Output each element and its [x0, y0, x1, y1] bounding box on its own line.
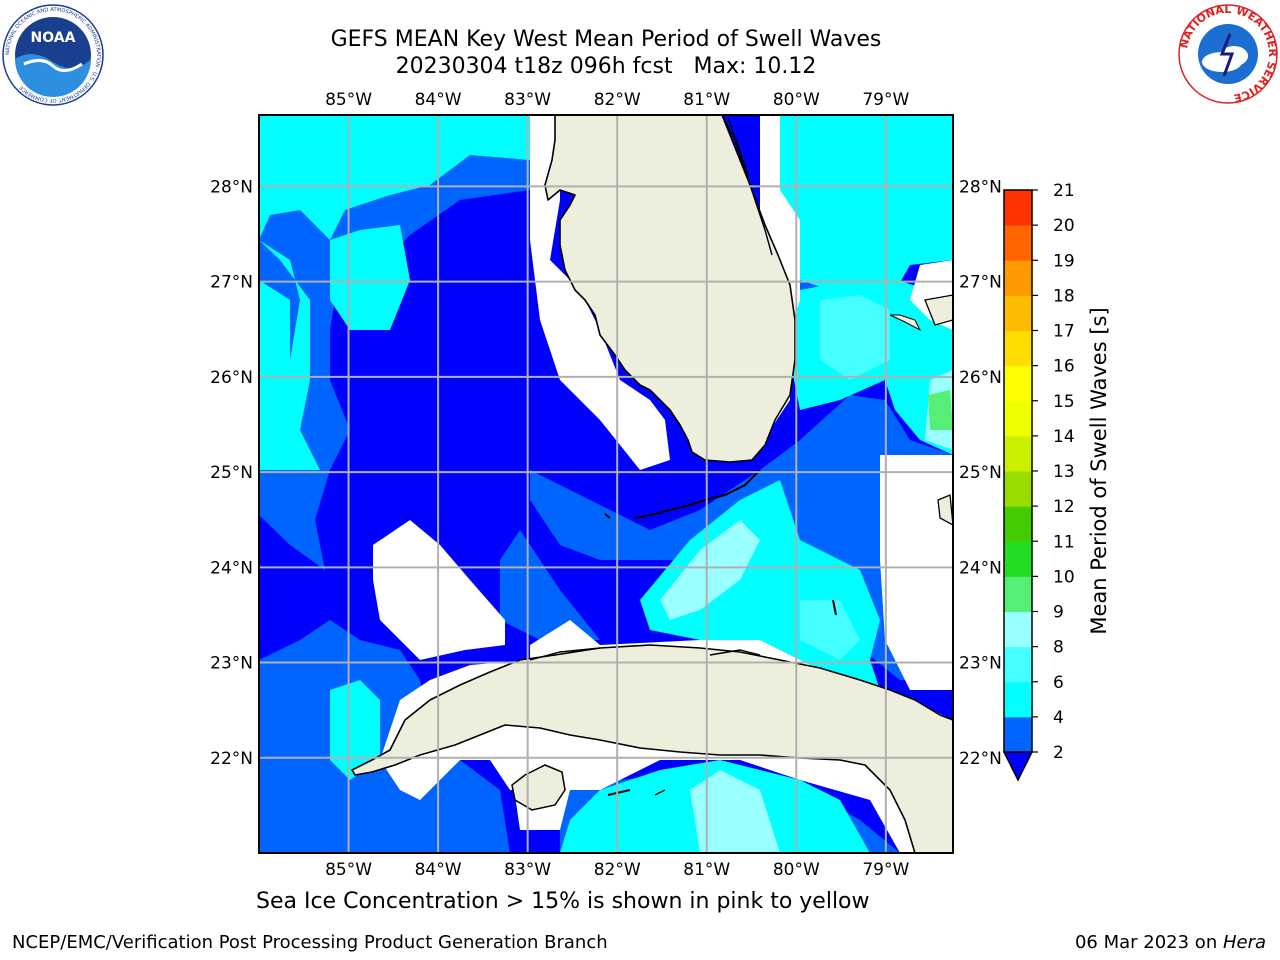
isla-de-la-juventud [511, 764, 566, 811]
colorbar-tick-label: 20 [1053, 216, 1075, 236]
latitude-label: 25°N [959, 463, 1002, 483]
colorbar-tick-label: 2 [1053, 743, 1064, 763]
colorbar-under-triangle [1002, 751, 1034, 782]
footer-date: 06 Mar 2023 on Hera [1075, 932, 1266, 953]
colorbar-tick-label: 19 [1053, 251, 1075, 271]
bahamas-land [924, 294, 953, 326]
longitude-label: 85°W [325, 90, 372, 110]
latitude-label: 28°N [959, 177, 1002, 197]
longitude-label: 81°W [683, 860, 730, 880]
longitude-label: 82°W [594, 860, 641, 880]
latitude-label: 28°N [210, 177, 253, 197]
longitude-label: 85°W [325, 860, 372, 880]
latitude-label: 24°N [959, 558, 1002, 578]
colorbar-tick-label: 15 [1053, 392, 1075, 412]
period-band-9 [928, 390, 953, 430]
colorbar-tick-label: 6 [1053, 673, 1064, 693]
colorbar-tick-label: 10 [1053, 567, 1075, 587]
colorbar-segment [1004, 576, 1032, 612]
colorbar-tick-label: 8 [1053, 638, 1064, 658]
longitude-label: 83°W [504, 90, 551, 110]
colorbar-segment [1004, 260, 1032, 296]
longitude-label: 82°W [594, 90, 641, 110]
colorbar-segment [1004, 716, 1032, 753]
florida-keys [634, 469, 761, 519]
latitude-label: 26°N [210, 368, 253, 388]
colorbar-segment [1004, 611, 1032, 648]
colorbar-tick-label: 13 [1053, 462, 1075, 482]
map-frame [258, 114, 954, 854]
longitude-label: 83°W [504, 860, 551, 880]
colorbar-tick-label: 18 [1053, 286, 1075, 306]
latitude-labels-right: 28°N 27°N 26°N 25°N 24°N 23°N 22°N [959, 177, 1002, 768]
footer-credit: NCEP/EMC/Verification Post Processing Pr… [12, 932, 608, 953]
colorbar-segment [1004, 681, 1032, 718]
colorbar-segment [1004, 330, 1032, 367]
colorbar-segment [1004, 295, 1032, 331]
footer-date-text: 06 Mar 2023 on [1074, 932, 1223, 953]
colorbar-segment [1004, 365, 1032, 402]
map-plot-area [259, 115, 953, 853]
colorbar-tick-label: 21 [1053, 181, 1075, 201]
longitude-label: 79°W [862, 860, 909, 880]
period-band-8 [660, 295, 953, 853]
map-gridlines [259, 115, 953, 853]
sea-ice-note: Sea Ice Concentration > 15% is shown in … [256, 889, 870, 914]
colorbar-segment [1004, 190, 1032, 226]
colorbar-tick-label: 16 [1053, 357, 1075, 377]
latitude-label: 22°N [210, 749, 253, 769]
colorbar-segment [1004, 646, 1032, 683]
latitude-label: 25°N [210, 463, 253, 483]
colorbar-segment [1004, 471, 1032, 507]
indian-river-coast [721, 115, 773, 256]
longitude-label: 80°W [773, 860, 820, 880]
colorbar-tick-label: 4 [1053, 708, 1064, 728]
latitude-label: 23°N [959, 654, 1002, 674]
latitude-label: 27°N [210, 273, 253, 293]
colorbar-tick-label: 9 [1053, 603, 1064, 623]
colorbar-tick-label: 11 [1053, 532, 1075, 552]
latitude-label: 23°N [210, 654, 253, 674]
latitude-label: 24°N [210, 558, 253, 578]
colorbar-segment [1004, 541, 1032, 577]
colorbar-segment [1004, 400, 1032, 437]
latitude-label: 22°N [959, 749, 1002, 769]
chart-subtitle: 20230304 t18z 096h fcst Max: 10.12 [395, 54, 817, 79]
colorbar: 2 4 6 8 9 10 11 12 13 14 15 16 17 18 19 20 21 [1002, 181, 1075, 782]
footer-host: Hera [1222, 932, 1266, 953]
longitude-label: 80°W [773, 90, 820, 110]
latitude-label: 27°N [959, 273, 1002, 293]
florida-landmass [544, 115, 796, 463]
colorbar-segment [1004, 435, 1032, 472]
latitude-label: 26°N [959, 368, 1002, 388]
noaa-logo: NATIONAL OCEANIC AND ATMOSPHERIC ADMINIS… [2, 4, 104, 106]
nws-logo: NATIONAL WEATHER SERVICE [1178, 4, 1278, 104]
colorbar-segment [1004, 506, 1032, 542]
colorbar-segment [1004, 225, 1032, 261]
longitude-labels-top: 85°W 84°W 83°W 82°W 81°W 80°W 79°W [325, 90, 909, 110]
chart-title: GEFS MEAN Key West Mean Period of Swell … [330, 27, 882, 52]
noaa-logo-text: NOAA [31, 30, 76, 46]
colorbar-tick-label: 14 [1053, 427, 1075, 447]
longitude-labels-bottom: 85°W 84°W 83°W 82°W 81°W 80°W 79°W [325, 860, 909, 880]
colorbar-tick-label: 17 [1053, 322, 1075, 342]
longitude-label: 79°W [862, 90, 909, 110]
latitude-labels-left: 28°N 27°N 26°N 25°N 24°N 23°N 22°N [210, 177, 253, 768]
colorbar-title: Mean Period of Swell Waves [s] [1087, 307, 1111, 634]
colorbar-tick-label: 12 [1053, 497, 1075, 517]
longitude-label: 84°W [415, 90, 462, 110]
longitude-label: 81°W [683, 90, 730, 110]
longitude-label: 84°W [415, 860, 462, 880]
